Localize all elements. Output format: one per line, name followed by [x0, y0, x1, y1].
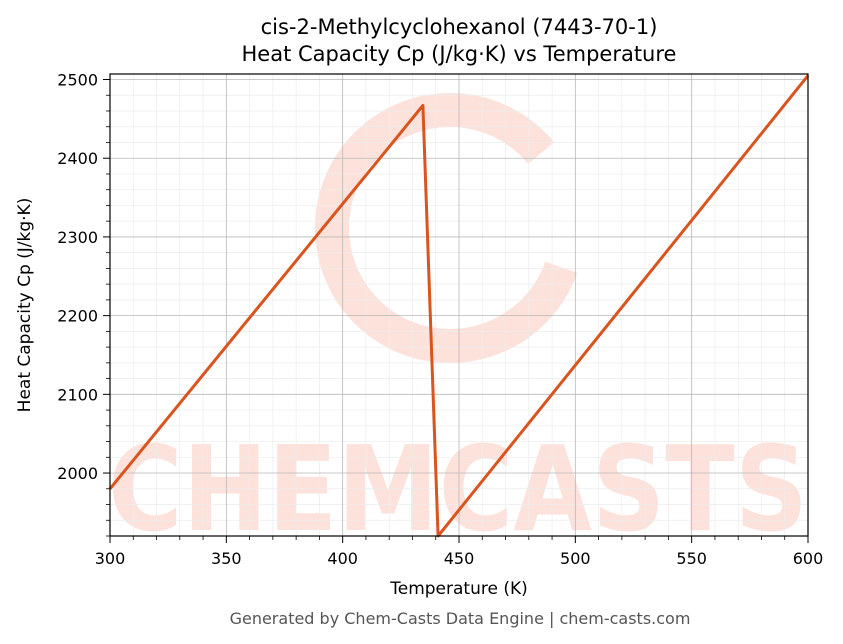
- x-tick-label: 500: [560, 549, 591, 568]
- series-line-cp: [108, 74, 810, 538]
- x-axis-label: Temperature (K): [389, 579, 528, 599]
- y-axis-label: Heat Capacity Cp (J/kg·K): [15, 198, 35, 413]
- x-tick-label: 600: [793, 549, 824, 568]
- major-grid: [109, 74, 809, 536]
- x-tick-label: 400: [327, 549, 358, 568]
- y-tick-label: 2500: [57, 71, 98, 90]
- x-tick-label: 350: [211, 549, 242, 568]
- chart-subtitle: Heat Capacity Cp (J/kg·K) vs Temperature: [242, 42, 677, 66]
- x-tick-label: 550: [676, 549, 707, 568]
- footer-credit: Generated by Chem-Casts Data Engine | ch…: [230, 609, 691, 628]
- chart-title: cis-2-Methylcyclohexanol (7443-70-1): [261, 15, 658, 39]
- watermark-logo: CHEMCASTS: [108, 93, 808, 558]
- x-tick-label: 450: [444, 549, 475, 568]
- x-tick-label: 300: [95, 549, 126, 568]
- y-tick-label: 2400: [57, 149, 98, 168]
- y-tick-label: 2100: [57, 385, 98, 404]
- y-tick-label: 2000: [57, 464, 98, 483]
- y-tick-label: 2300: [57, 228, 98, 247]
- x-axis: 300 350 400 450 500 550 600: [95, 536, 824, 568]
- y-axis: 2000 2100 2200 2300 2400 2500: [57, 71, 110, 537]
- y-tick-label: 2200: [57, 307, 98, 326]
